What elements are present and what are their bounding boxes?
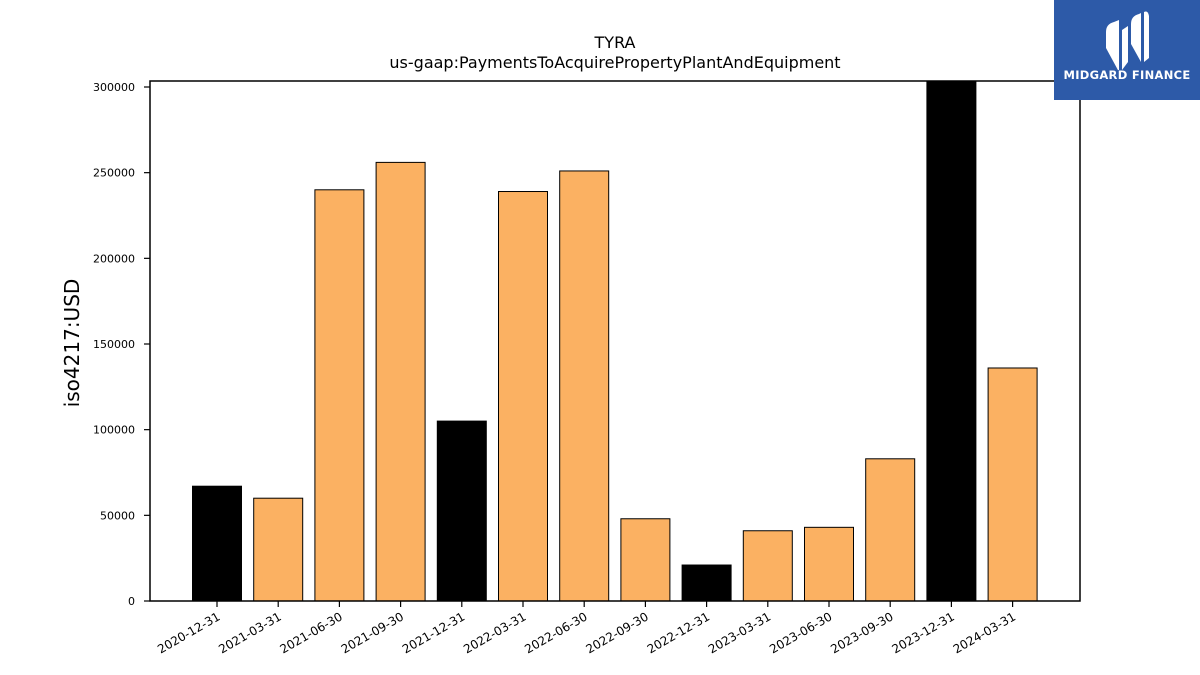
bar-2022-12-31 [681,564,732,602]
y-axis-label: iso4217:USD [60,279,84,408]
y-tick-label: 50000 [100,509,135,522]
y-axis-ticks: 0 50000 100000 150000 200000 250000 300000 [93,81,150,608]
bar-2023-12-31 [926,80,977,602]
x-tick-label: 2020-12-31 [155,609,222,656]
x-tick-label: 2022-12-31 [645,609,712,656]
bar-2021-12-31 [436,420,487,602]
plot-frame [149,80,1081,602]
midgard-logo-mark-icon [1106,11,1149,70]
bar-2023-03-31 [742,530,793,602]
chart-subtitle: us-gaap:PaymentsToAcquirePropertyPlantAn… [389,53,840,72]
y-tick-label: 100000 [93,424,135,437]
bar-2023-06-30 [804,526,854,602]
chart-title: TYRA [594,33,636,52]
y-tick-label: 150000 [93,338,135,351]
midgard-finance-logo: MIDGARD FINANCE [1054,0,1200,100]
x-tick-label: 2023-06-30 [767,609,834,656]
x-tick-label: 2021-09-30 [339,609,406,656]
x-axis-ticks: 2020-12-312021-03-312021-06-302021-09-30… [155,601,1018,656]
x-tick-label: 2022-03-31 [461,609,528,656]
y-tick-label: 300000 [93,81,135,94]
bar-2024-03-31 [987,367,1038,602]
bar-2020-12-31 [192,485,242,602]
x-tick-label: 2023-12-31 [889,609,956,656]
x-tick-label: 2021-03-31 [216,609,283,656]
bars-group [192,80,1038,602]
y-tick-label: 250000 [93,167,135,180]
logo-text: MIDGARD FINANCE [1063,68,1191,82]
bar-2021-06-30 [314,189,365,602]
bar-2022-06-30 [559,170,610,602]
x-tick-label: 2022-09-30 [583,609,650,656]
y-tick-label: 0 [128,595,135,608]
x-tick-label: 2021-06-30 [277,609,344,656]
bar-2022-09-30 [620,518,671,602]
x-tick-label: 2021-12-31 [400,609,467,656]
bar-2021-03-31 [253,497,304,602]
bar-2023-09-30 [865,458,916,602]
bar-2021-09-30 [375,161,426,602]
x-tick-label: 2022-06-30 [522,609,589,656]
y-tick-label: 200000 [93,252,135,265]
x-tick-label: 2024-03-31 [951,609,1018,656]
x-tick-label: 2023-09-30 [828,609,895,656]
x-tick-label: 2023-03-31 [706,609,773,656]
bar-2022-03-31 [498,191,548,602]
